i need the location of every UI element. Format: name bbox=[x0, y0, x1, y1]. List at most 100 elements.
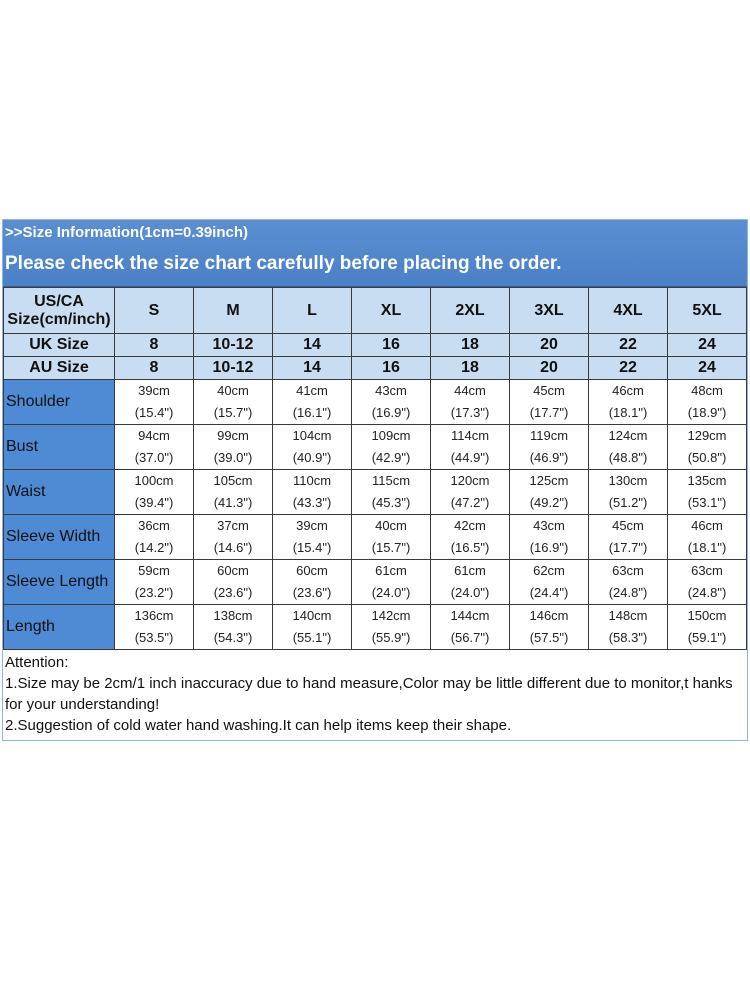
measurement-cell: 124cm (48.8") bbox=[588, 424, 668, 470]
measurement-cell: 115cm (45.3") bbox=[351, 469, 431, 515]
cm-value: 46cm bbox=[691, 518, 723, 533]
cm-value: 148cm bbox=[608, 608, 648, 623]
measurement-cell: 100cm (39.4") bbox=[114, 469, 194, 515]
size-info-title: Please check the size chart carefully be… bbox=[5, 253, 562, 274]
inch-value: (50.8") bbox=[687, 450, 727, 465]
cm-value: 135cm bbox=[687, 473, 727, 488]
size-header-cell: 3XL bbox=[509, 287, 589, 334]
measurement-cell: 43cm (16.9") bbox=[509, 514, 589, 560]
size-header-cell: S bbox=[114, 287, 194, 334]
measurement-cell: 150cm (59.1") bbox=[667, 604, 747, 650]
uk-size-cell: 18 bbox=[430, 333, 510, 357]
cm-value: 48cm bbox=[691, 383, 723, 398]
measurement-row: Sleeve Width 36cm (14.2") 37cm (14.6") 39cm (1… bbox=[3, 514, 747, 560]
measurement-cell: 62cm (24.4") bbox=[509, 559, 589, 605]
inch-value: (15.7") bbox=[371, 540, 411, 555]
uk-size-cell: 14 bbox=[272, 333, 352, 357]
measurement-label: Bust bbox=[3, 424, 115, 470]
inch-value: (24.8") bbox=[687, 585, 727, 600]
inch-value: (53.1") bbox=[687, 495, 727, 510]
inch-value: (18.9") bbox=[687, 405, 727, 420]
inch-value: (42.9") bbox=[371, 450, 411, 465]
measurement-cell: 43cm (16.9") bbox=[351, 379, 431, 425]
cm-value: 36cm bbox=[138, 518, 170, 533]
measurement-cell: 63cm (24.8") bbox=[588, 559, 668, 605]
inch-value: (24.0") bbox=[371, 585, 411, 600]
measurement-cell: 39cm (15.4") bbox=[272, 514, 352, 560]
inch-value: (55.1") bbox=[292, 630, 332, 645]
inch-value: (23.2") bbox=[134, 585, 174, 600]
cm-value: 63cm bbox=[612, 563, 644, 578]
inch-value: (51.2") bbox=[608, 495, 648, 510]
uk-size-cell: 16 bbox=[351, 333, 431, 357]
cm-value: 125cm bbox=[529, 473, 569, 488]
cm-value: 110cm bbox=[292, 473, 332, 488]
uk-size-row: UK Size 8 10-12 14 16 18 20 22 24 bbox=[3, 333, 747, 357]
measurement-cell: 144cm (56.7") bbox=[430, 604, 510, 650]
measurement-cell: 40cm (15.7") bbox=[351, 514, 431, 560]
inch-value: (17.7") bbox=[608, 540, 648, 555]
inch-value: (45.3") bbox=[371, 495, 411, 510]
measurement-cell: 104cm (40.9") bbox=[272, 424, 352, 470]
inch-value: (57.5") bbox=[529, 630, 569, 645]
size-chart: >>Size Information(1cm=0.39inch) Please … bbox=[2, 219, 748, 741]
inch-value: (47.2") bbox=[450, 495, 490, 510]
attention-heading: Attention: bbox=[5, 654, 69, 671]
inch-value: (16.9") bbox=[371, 405, 411, 420]
inch-value: (15.4") bbox=[292, 540, 332, 555]
cm-value: 136cm bbox=[134, 608, 174, 623]
au-size-cell: 20 bbox=[509, 356, 589, 380]
cm-value: 150cm bbox=[687, 608, 727, 623]
measurement-cell: 110cm (43.3") bbox=[272, 469, 352, 515]
inch-value: (39.0") bbox=[213, 450, 253, 465]
inch-value: (16.5") bbox=[450, 540, 490, 555]
cm-value: 100cm bbox=[134, 473, 174, 488]
cm-value: 146cm bbox=[529, 608, 569, 623]
au-size-cell: 16 bbox=[351, 356, 431, 380]
cm-value: 41cm bbox=[296, 383, 328, 398]
cm-value: 45cm bbox=[612, 518, 644, 533]
inch-value: (41.3") bbox=[213, 495, 253, 510]
au-size-cell: 22 bbox=[588, 356, 668, 380]
au-size-cell: 14 bbox=[272, 356, 352, 380]
inch-value: (58.3") bbox=[608, 630, 648, 645]
inch-value: (55.9") bbox=[371, 630, 411, 645]
cm-value: 144cm bbox=[450, 608, 490, 623]
corner-line-2: Size(cm/inch) bbox=[7, 310, 111, 328]
au-size-cell: 8 bbox=[114, 356, 194, 380]
measurement-cell: 40cm (15.7") bbox=[193, 379, 273, 425]
measurement-cell: 94cm (37.0") bbox=[114, 424, 194, 470]
measurement-cell: 60cm (23.6") bbox=[272, 559, 352, 605]
uk-size-cell: 20 bbox=[509, 333, 589, 357]
au-size-cell: 18 bbox=[430, 356, 510, 380]
attention-note-1: 1.Size may be 2cm/1 inch inaccuracy due … bbox=[5, 675, 733, 713]
measurement-cell: 146cm (57.5") bbox=[509, 604, 589, 650]
cm-value: 46cm bbox=[612, 383, 644, 398]
measurement-cell: 39cm (15.4") bbox=[114, 379, 194, 425]
inch-value: (15.7") bbox=[213, 405, 253, 420]
measurement-row: Sleeve Length 59cm (23.2") 60cm (23.6") 60cm (… bbox=[3, 559, 747, 605]
measurement-cell: 48cm (18.9") bbox=[667, 379, 747, 425]
cm-value: 40cm bbox=[375, 518, 407, 533]
inch-value: (56.7") bbox=[450, 630, 490, 645]
inch-value: (43.3") bbox=[292, 495, 332, 510]
measurement-cell: 105cm (41.3") bbox=[193, 469, 273, 515]
cm-value: 120cm bbox=[450, 473, 490, 488]
cm-value: 61cm bbox=[454, 563, 486, 578]
measurement-label: Waist bbox=[3, 469, 115, 515]
measurement-cell: 135cm (53.1") bbox=[667, 469, 747, 515]
measurement-cell: 41cm (16.1") bbox=[272, 379, 352, 425]
size-header-cell: L bbox=[272, 287, 352, 334]
inch-value: (48.8") bbox=[608, 450, 648, 465]
inch-value: (23.6") bbox=[213, 585, 253, 600]
uk-size-cell: 22 bbox=[588, 333, 668, 357]
inch-value: (14.2") bbox=[134, 540, 174, 555]
cm-value: 105cm bbox=[213, 473, 253, 488]
size-corner-cell: US/CA Size(cm/inch) bbox=[3, 287, 115, 334]
measurement-cell: 61cm (24.0") bbox=[430, 559, 510, 605]
size-header-cell: XL bbox=[351, 287, 431, 334]
inch-value: (24.4") bbox=[529, 585, 569, 600]
cm-value: 42cm bbox=[454, 518, 486, 533]
measurement-label: Length bbox=[3, 604, 115, 650]
inch-value: (23.6") bbox=[292, 585, 332, 600]
